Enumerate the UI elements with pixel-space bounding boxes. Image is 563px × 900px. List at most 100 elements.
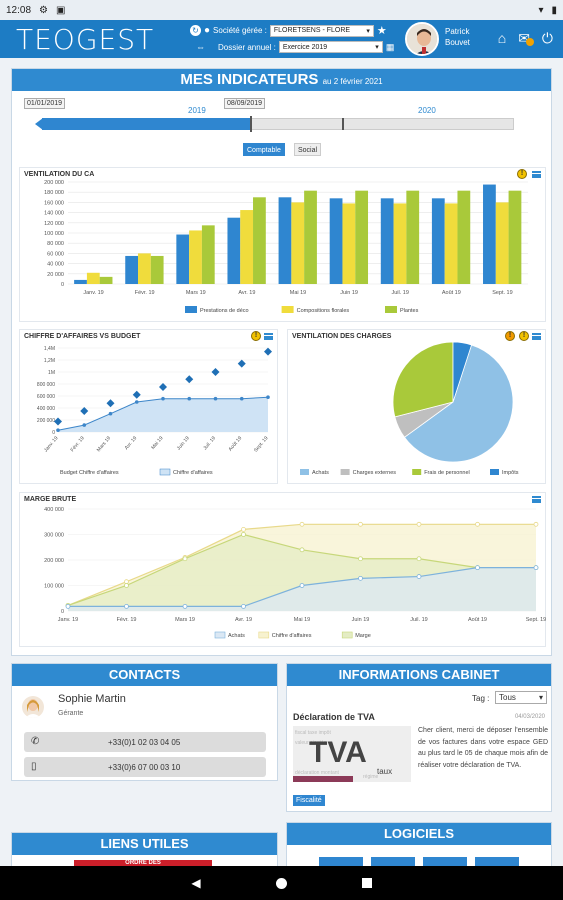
year-2020: 2020 bbox=[418, 106, 436, 115]
y-tick-label: 800 000 bbox=[37, 382, 55, 388]
bar bbox=[380, 198, 394, 284]
user-avatar[interactable] bbox=[405, 22, 439, 56]
ventilation-ca-card: VENTILATION DU CA ! 0 20 000 40 000 60 000 8… bbox=[19, 167, 546, 322]
budget-point bbox=[54, 417, 62, 426]
info-icon[interactable]: ! bbox=[517, 169, 527, 179]
timeline-year-marker bbox=[342, 118, 344, 130]
teogest-logo[interactable]: TEOGEST bbox=[16, 23, 155, 56]
user-icon: ● bbox=[204, 25, 211, 36]
timeline-left-handle[interactable] bbox=[35, 118, 43, 130]
timeline-right-handle[interactable] bbox=[250, 116, 252, 132]
chart-menu-icon[interactable] bbox=[532, 496, 541, 503]
tag-label: Tag : bbox=[472, 694, 490, 703]
x-tick-label: Févr. 19 bbox=[135, 290, 155, 296]
y-tick-label: 200 000 bbox=[44, 558, 64, 564]
legend-swatch bbox=[258, 631, 270, 639]
indicators-title: MES INDICATEURS au 2 février 2021 bbox=[12, 69, 551, 91]
budget-point bbox=[80, 407, 89, 415]
marge-title: MARGE BRUTE bbox=[24, 496, 77, 503]
legend-swatch bbox=[490, 469, 499, 475]
bar bbox=[240, 210, 254, 284]
cut-date[interactable]: 08/09/2019 bbox=[224, 98, 266, 109]
software-tile-2[interactable] bbox=[371, 857, 415, 867]
cabinet-title: INFORMATIONS CABINET bbox=[287, 664, 551, 686]
chart-menu-icon[interactable] bbox=[264, 333, 273, 340]
power-icon[interactable]: ⏻ bbox=[541, 30, 553, 46]
series-point bbox=[416, 556, 422, 562]
news-title[interactable]: Déclaration de TVA bbox=[293, 712, 375, 722]
indicators-panel: MES INDICATEURS au 2 février 2021 01/01/… bbox=[11, 68, 552, 656]
tab-social[interactable]: Social bbox=[294, 143, 322, 156]
software-tile-1[interactable] bbox=[319, 857, 363, 867]
start-date[interactable]: 01/01/2019 bbox=[24, 98, 66, 109]
contact-mobile-row[interactable]: ▯ +33(0)6 07 00 03 10 bbox=[24, 757, 266, 777]
logiciels-title: LOGICIELS bbox=[287, 823, 551, 845]
legend-swatch bbox=[185, 306, 197, 313]
tab-comptable[interactable]: Comptable bbox=[243, 143, 285, 156]
societe-switch-icon[interactable]: ↻ bbox=[190, 25, 201, 36]
x-tick-label: Janv. 19 bbox=[83, 290, 103, 296]
legend-label: Achats bbox=[312, 470, 329, 476]
software-tile-3[interactable] bbox=[423, 857, 467, 867]
x-tick-label: Juin 19 bbox=[340, 290, 358, 296]
y-tick-label: 0 bbox=[61, 609, 64, 615]
bar bbox=[444, 203, 458, 284]
legend-swatch bbox=[281, 306, 294, 313]
y-tick-label: 600 000 bbox=[37, 394, 55, 400]
budget-point bbox=[185, 375, 194, 384]
user-name[interactable]: Patrick Bouvet bbox=[445, 27, 470, 47]
legend-label: Achats bbox=[228, 633, 245, 639]
dossier-row: ⇔ Dossier annuel : Exercice 2019 ▾ ▦ bbox=[196, 41, 394, 53]
y-tick-label: 100 000 bbox=[44, 231, 64, 237]
tag-select[interactable]: Tous ▾ bbox=[495, 691, 547, 704]
contact-avatar bbox=[22, 696, 44, 718]
dossier-select[interactable]: Exercice 2019 ▾ bbox=[278, 41, 383, 53]
bar bbox=[227, 217, 241, 284]
x-tick-label: Juin 19 bbox=[176, 435, 191, 451]
bar bbox=[457, 190, 471, 284]
chart-menu-icon[interactable] bbox=[532, 333, 541, 340]
contact-phone-row[interactable]: ✆ +33(0)1 02 03 04 05 bbox=[24, 732, 266, 752]
bar bbox=[495, 202, 509, 284]
calendar-icon[interactable]: ▦ bbox=[385, 41, 395, 52]
societe-label: Société gérée : bbox=[213, 26, 267, 35]
software-tile-4[interactable] bbox=[475, 857, 519, 867]
bar bbox=[99, 276, 113, 284]
legend-swatch bbox=[300, 469, 309, 475]
societe-select[interactable]: FLORETSENS - FLORE ▾ bbox=[269, 24, 374, 37]
series-point bbox=[124, 583, 129, 588]
recents-icon[interactable] bbox=[361, 878, 372, 888]
info-icon[interactable]: ! bbox=[251, 331, 261, 341]
y-tick-label: 80 000 bbox=[47, 241, 64, 247]
x-tick-label: Mai 19 bbox=[294, 617, 311, 623]
y-tick-label: 200 000 bbox=[37, 418, 55, 424]
year-2019: 2019 bbox=[188, 106, 206, 115]
timeline-range[interactable] bbox=[42, 118, 250, 130]
contacts-title: CONTACTS bbox=[12, 664, 277, 686]
ca-budget-title: CHIFFRE D'AFFAIRES VS BUDGET bbox=[24, 333, 141, 340]
x-tick-label: Août 19 bbox=[228, 435, 244, 452]
wifi-icon: ▾ bbox=[538, 4, 544, 16]
home-nav-icon[interactable] bbox=[275, 877, 287, 889]
arrows-icon[interactable]: ⇔ bbox=[196, 42, 205, 52]
home-icon[interactable]: ⌂ bbox=[497, 30, 507, 46]
info-icon[interactable]: ! bbox=[519, 331, 529, 341]
star-icon[interactable]: ★ bbox=[376, 25, 387, 37]
mail-icon[interactable]: ✉ bbox=[518, 30, 535, 47]
svg-text:régime: régime bbox=[363, 774, 379, 780]
y-tick-label: 0 bbox=[52, 430, 55, 436]
mobile-icon: ▯ bbox=[31, 761, 37, 772]
charges-chart: Achats Charges externes Frais de personnel… bbox=[300, 341, 519, 476]
legend-label: Marge bbox=[355, 633, 371, 639]
chart-menu-icon[interactable] bbox=[532, 171, 541, 178]
tva-image: fiscal taxe impôt valeur ajoutée déclarati… bbox=[293, 726, 411, 782]
back-icon[interactable]: ◀ bbox=[191, 876, 201, 890]
legend-label: Frais de personnel bbox=[424, 470, 470, 476]
app-status-icon: ▣ bbox=[56, 4, 66, 16]
alert-icon[interactable]: ! bbox=[505, 331, 515, 341]
x-tick-label: Mars 19 bbox=[186, 290, 206, 296]
news-tag[interactable]: Fiscalité bbox=[293, 795, 325, 806]
ca-point bbox=[187, 396, 192, 401]
bar bbox=[304, 190, 317, 284]
series-point bbox=[358, 556, 363, 562]
